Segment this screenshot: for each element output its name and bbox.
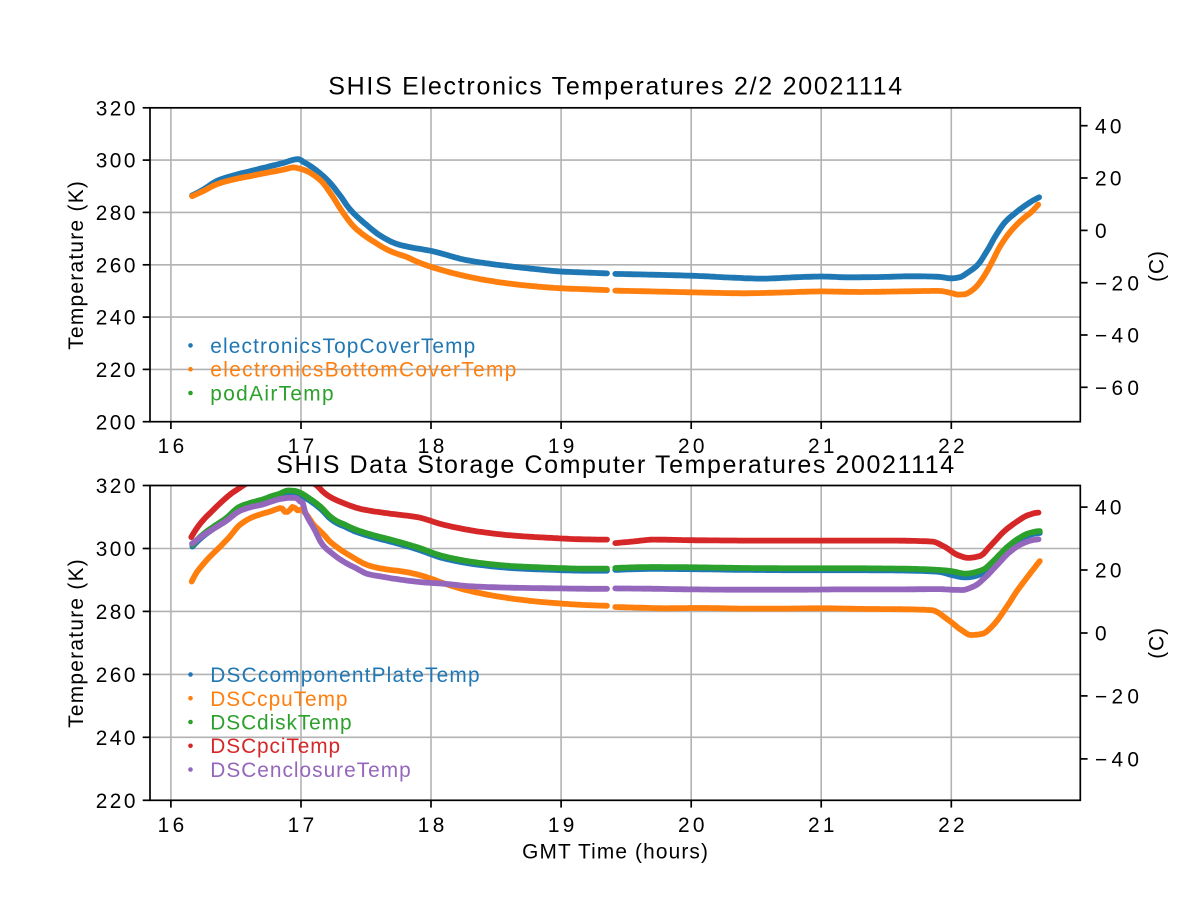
svg-text:podAirTemp: podAirTemp — [210, 383, 335, 406]
svg-text:18: 18 — [418, 435, 448, 458]
svg-text:0: 0 — [1095, 220, 1107, 243]
svg-text:−60: −60 — [1095, 377, 1143, 400]
svg-text:240: 240 — [96, 307, 138, 330]
svg-text:20: 20 — [678, 814, 708, 837]
svg-text:16: 16 — [158, 435, 188, 458]
svg-text:−40: −40 — [1095, 749, 1143, 772]
svg-text:320: 320 — [96, 475, 138, 498]
svg-text:300: 300 — [96, 538, 138, 561]
svg-text:22: 22 — [938, 814, 968, 837]
svg-text:280: 280 — [96, 202, 138, 225]
svg-text:DSCenclosureTemp: DSCenclosureTemp — [210, 759, 411, 782]
svg-text:DSCcomponentPlateTemp: DSCcomponentPlateTemp — [210, 664, 480, 687]
svg-text:40: 40 — [1095, 115, 1125, 138]
svg-text:21: 21 — [808, 814, 838, 837]
svg-text:40: 40 — [1095, 497, 1125, 520]
svg-text:electronicsBottomCoverTemp: electronicsBottomCoverTemp — [210, 359, 517, 382]
svg-text:320: 320 — [96, 97, 138, 120]
svg-text:Temperature (K): Temperature (K) — [65, 558, 88, 728]
svg-text:18: 18 — [418, 814, 448, 837]
svg-text:DSCdiskTemp: DSCdiskTemp — [210, 712, 352, 735]
svg-text:200: 200 — [96, 411, 138, 434]
svg-text:240: 240 — [96, 727, 138, 750]
svg-text:(C): (C) — [1146, 250, 1169, 282]
svg-text:electronicsTopCoverTemp: electronicsTopCoverTemp — [210, 335, 476, 358]
svg-text:16: 16 — [158, 814, 188, 837]
svg-text:DSCpciTemp: DSCpciTemp — [210, 735, 341, 758]
svg-text:300: 300 — [96, 150, 138, 173]
svg-text:0: 0 — [1095, 623, 1107, 646]
svg-text:SHIS Data Storage Computer Tem: SHIS Data Storage Computer Temperatures … — [276, 451, 955, 479]
svg-text:260: 260 — [96, 664, 138, 687]
svg-text:GMT Time (hours): GMT Time (hours) — [522, 841, 709, 864]
svg-text:19: 19 — [548, 814, 578, 837]
svg-text:20: 20 — [1095, 168, 1125, 191]
svg-text:17: 17 — [288, 814, 318, 837]
svg-text:SHIS Electronics Temperatures: SHIS Electronics Temperatures 2/2 200211… — [328, 73, 904, 101]
svg-text:−40: −40 — [1095, 325, 1143, 348]
svg-text:22: 22 — [938, 435, 968, 458]
svg-text:Temperature (K): Temperature (K) — [65, 180, 88, 350]
svg-text:280: 280 — [96, 601, 138, 624]
svg-text:220: 220 — [96, 359, 138, 382]
svg-text:−20: −20 — [1095, 272, 1143, 295]
svg-text:220: 220 — [96, 790, 138, 813]
svg-text:DSCcpuTemp: DSCcpuTemp — [210, 688, 348, 711]
svg-text:(C): (C) — [1146, 627, 1169, 659]
svg-text:20: 20 — [1095, 560, 1125, 583]
svg-text:20: 20 — [678, 435, 708, 458]
svg-text:21: 21 — [808, 435, 838, 458]
svg-text:19: 19 — [548, 435, 578, 458]
svg-text:−20: −20 — [1095, 686, 1143, 709]
svg-text:17: 17 — [288, 435, 318, 458]
svg-text:260: 260 — [96, 254, 138, 277]
